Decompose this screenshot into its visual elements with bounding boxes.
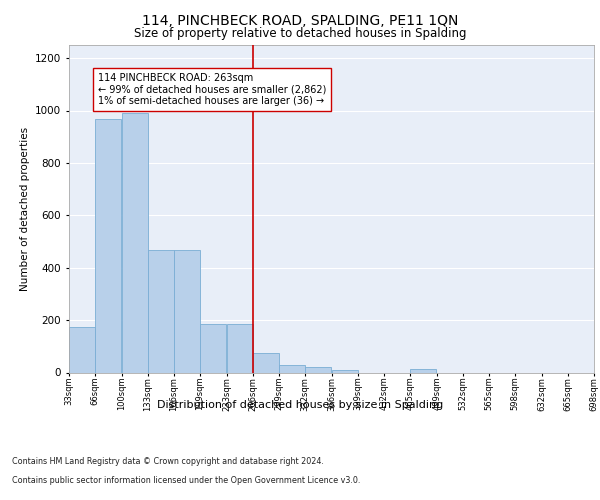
Text: Distribution of detached houses by size in Spalding: Distribution of detached houses by size … [157, 400, 443, 410]
Bar [410, 369, 436, 372]
Bar [95, 119, 121, 372]
Bar [305, 368, 331, 372]
Bar [332, 370, 358, 372]
Bar [122, 112, 148, 372]
Bar [253, 353, 279, 372]
Text: 114 PINCHBECK ROAD: 263sqm
← 99% of detached houses are smaller (2,862)
1% of se: 114 PINCHBECK ROAD: 263sqm ← 99% of deta… [98, 72, 326, 106]
Text: 114, PINCHBECK ROAD, SPALDING, PE11 1QN: 114, PINCHBECK ROAD, SPALDING, PE11 1QN [142, 14, 458, 28]
Y-axis label: Number of detached properties: Number of detached properties [20, 126, 29, 291]
Bar [279, 365, 305, 372]
Bar [174, 250, 200, 372]
Text: Contains public sector information licensed under the Open Government Licence v3: Contains public sector information licen… [12, 476, 361, 485]
Text: Size of property relative to detached houses in Spalding: Size of property relative to detached ho… [134, 28, 466, 40]
Text: Contains HM Land Registry data © Crown copyright and database right 2024.: Contains HM Land Registry data © Crown c… [12, 458, 324, 466]
Bar [227, 324, 253, 372]
Bar [69, 328, 95, 372]
Bar [200, 324, 226, 372]
Bar [148, 250, 174, 372]
